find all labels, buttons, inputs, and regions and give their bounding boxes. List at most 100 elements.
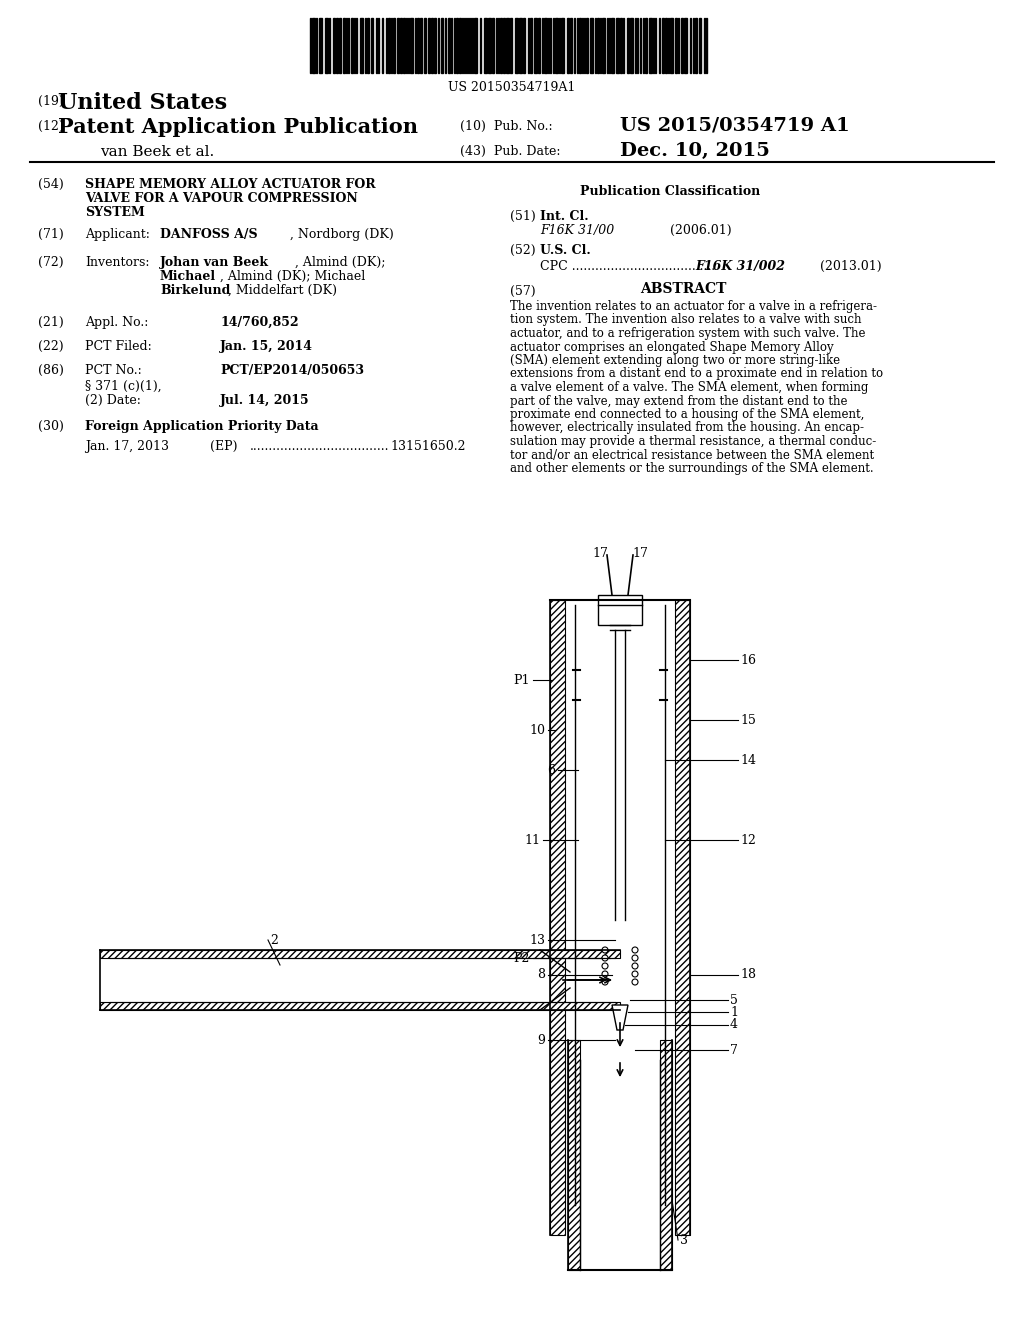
Text: tor and/or an electrical resistance between the SMA element: tor and/or an electrical resistance betw… [510, 449, 874, 462]
Text: (19): (19) [38, 95, 63, 108]
Text: DANFOSS A/S: DANFOSS A/S [160, 228, 258, 242]
Text: (21): (21) [38, 315, 63, 329]
Text: Int. Cl.: Int. Cl. [540, 210, 589, 223]
Bar [645, 18, 647, 73]
Text: US 20150354719A1: US 20150354719A1 [449, 81, 575, 94]
Text: PCT Filed:: PCT Filed: [85, 341, 152, 352]
Bar [660, 1040, 672, 1270]
Bar [371, 18, 373, 73]
Text: actuator comprises an elongated Shape Memory Alloy: actuator comprises an elongated Shape Me… [510, 341, 834, 354]
Bar [627, 18, 629, 73]
Bar [665, 18, 667, 73]
Bar [598, 595, 642, 624]
Polygon shape [612, 1005, 628, 1030]
Text: 14: 14 [740, 754, 756, 767]
Text: , Middelfart (DK): , Middelfart (DK) [228, 284, 337, 297]
Bar [684, 18, 687, 73]
Text: P1: P1 [513, 673, 530, 686]
Bar [492, 18, 494, 73]
Text: 11: 11 [524, 833, 540, 846]
Bar [312, 18, 315, 73]
Text: however, electrically insulated from the housing. An encap-: however, electrically insulated from the… [510, 421, 864, 434]
Bar [670, 18, 673, 73]
Text: 18: 18 [740, 969, 756, 982]
Text: Applicant:: Applicant: [85, 228, 150, 242]
Bar [590, 18, 593, 73]
Text: 12: 12 [740, 833, 756, 846]
Circle shape [632, 964, 638, 969]
Bar [620, 18, 622, 73]
Text: 4: 4 [730, 1019, 738, 1031]
Text: SYSTEM: SYSTEM [85, 206, 144, 219]
Text: 2: 2 [270, 933, 278, 946]
Text: 5: 5 [730, 994, 738, 1006]
Circle shape [602, 946, 608, 953]
Bar [544, 18, 547, 73]
Circle shape [632, 954, 638, 961]
Text: (71): (71) [38, 228, 63, 242]
Bar [424, 18, 426, 73]
Text: ....................................: .................................... [250, 440, 389, 453]
Text: , Nordborg (DK): , Nordborg (DK) [290, 228, 394, 242]
Text: F16K 31/00: F16K 31/00 [540, 224, 614, 238]
Circle shape [632, 946, 638, 953]
Bar [431, 18, 433, 73]
Bar [428, 18, 430, 73]
Bar [523, 18, 525, 73]
Text: CPC .....................................: CPC ....................................… [540, 260, 715, 273]
Bar [417, 18, 419, 73]
Text: PCT No.:: PCT No.: [85, 364, 141, 378]
Bar [611, 18, 614, 73]
Text: 16: 16 [740, 653, 756, 667]
Circle shape [602, 954, 608, 961]
Circle shape [602, 979, 608, 985]
Text: Jul. 14, 2015: Jul. 14, 2015 [220, 393, 309, 407]
Text: § 371 (c)(1),: § 371 (c)(1), [85, 380, 162, 393]
Text: Appl. No.:: Appl. No.: [85, 315, 148, 329]
Bar [538, 18, 540, 73]
Bar [586, 18, 588, 73]
Bar [699, 18, 701, 73]
Bar [360, 18, 362, 73]
Text: (72): (72) [38, 256, 63, 269]
Bar [675, 601, 690, 1236]
Bar [681, 18, 683, 73]
Bar [515, 18, 518, 73]
Text: a valve element of a valve. The SMA element, when forming: a valve element of a valve. The SMA elem… [510, 381, 868, 393]
Bar [616, 18, 618, 73]
Bar [530, 18, 532, 73]
Text: Foreign Application Priority Data: Foreign Application Priority Data [85, 420, 318, 433]
Text: Johan van Beek: Johan van Beek [160, 256, 269, 269]
Bar [567, 18, 569, 73]
Bar [506, 18, 509, 73]
Bar [555, 18, 558, 73]
Text: 8: 8 [537, 969, 545, 982]
Text: P2: P2 [514, 952, 530, 965]
Bar [403, 18, 406, 73]
Bar [441, 18, 443, 73]
Bar [336, 18, 338, 73]
Bar [420, 18, 422, 73]
Text: (EP): (EP) [210, 440, 238, 453]
Text: , Almind (DK);: , Almind (DK); [295, 256, 389, 269]
Text: 1: 1 [730, 1006, 738, 1019]
Bar [410, 18, 413, 73]
Bar [500, 18, 502, 73]
Text: Publication Classification: Publication Classification [580, 185, 760, 198]
Circle shape [602, 964, 608, 969]
Text: (10)  Pub. No.:: (10) Pub. No.: [460, 120, 553, 133]
Bar [351, 18, 353, 73]
Text: 13: 13 [529, 933, 545, 946]
Text: F16K 31/002: F16K 31/002 [695, 260, 785, 273]
Text: (2006.01): (2006.01) [670, 224, 731, 238]
Text: (43)  Pub. Date:: (43) Pub. Date: [460, 145, 560, 158]
Text: proximate end connected to a housing of the SMA element,: proximate end connected to a housing of … [510, 408, 864, 421]
Bar [579, 18, 581, 73]
Text: (86): (86) [38, 364, 63, 378]
Text: VALVE FOR A VAPOUR COMPRESSION: VALVE FOR A VAPOUR COMPRESSION [85, 191, 357, 205]
Text: 7: 7 [730, 1044, 738, 1056]
Text: extensions from a distant end to a proximate end in relation to: extensions from a distant end to a proxi… [510, 367, 883, 380]
Text: (57): (57) [510, 285, 536, 298]
Bar [343, 18, 345, 73]
Text: tion system. The invention also relates to a valve with such: tion system. The invention also relates … [510, 314, 861, 326]
